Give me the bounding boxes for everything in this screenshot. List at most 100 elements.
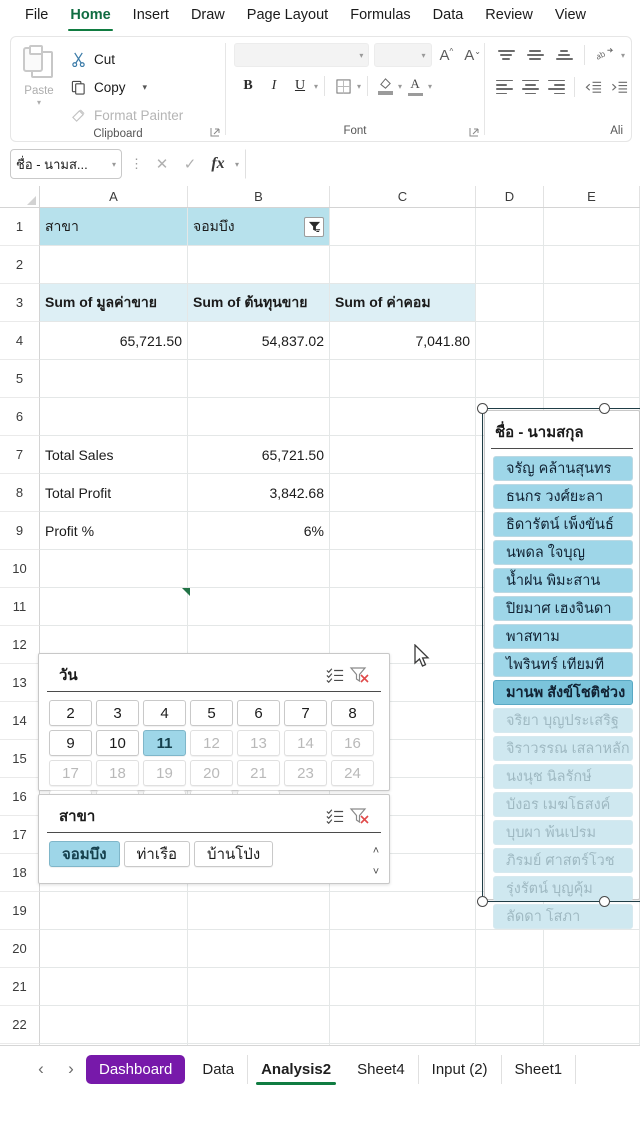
ribbon-tab-formulas[interactable]: Formulas xyxy=(350,7,411,23)
grid-cell[interactable] xyxy=(188,968,330,1006)
slicer-day-item[interactable]: 13 xyxy=(237,730,280,756)
row-header[interactable]: 2 xyxy=(0,246,40,284)
filter-dropdown-icon[interactable] xyxy=(304,216,324,237)
ribbon-tab-insert[interactable]: Insert xyxy=(132,7,169,23)
grid-cell[interactable]: 7,041.80 xyxy=(330,322,476,360)
clipboard-dialog-launcher[interactable] xyxy=(209,126,221,138)
grid-cell[interactable] xyxy=(330,892,476,930)
ribbon-tab-view[interactable]: View xyxy=(554,7,587,23)
ribbon-tab-file[interactable]: File xyxy=(25,7,49,23)
format-painter-button[interactable]: Format Painter xyxy=(67,103,183,128)
grid-cell[interactable] xyxy=(330,778,476,816)
row-header[interactable]: 6 xyxy=(0,398,40,436)
row-header[interactable]: 5 xyxy=(0,360,40,398)
slicer-day[interactable]: วัน 234567891011121314161718192021232425… xyxy=(38,653,390,816)
column-header-c[interactable]: C xyxy=(330,186,476,207)
slicer-branch-item[interactable]: บ้านโป่ง xyxy=(194,841,274,867)
grid-cell[interactable] xyxy=(476,284,544,322)
chevron-down-icon[interactable]: ▾ xyxy=(36,98,41,107)
column-header-e[interactable]: E xyxy=(544,186,640,207)
insert-function-button[interactable]: fx xyxy=(211,155,225,172)
grid-cell[interactable] xyxy=(330,664,476,702)
prev-sheet-button[interactable]: ‹ xyxy=(38,1059,44,1078)
grid-cell[interactable] xyxy=(330,626,476,664)
grid-cell[interactable] xyxy=(476,930,544,968)
row-header[interactable]: 10 xyxy=(0,550,40,588)
align-center-button[interactable] xyxy=(519,75,542,99)
formula-bar-expand-chevron-icon[interactable]: ▾ xyxy=(235,159,240,169)
grid-cell[interactable] xyxy=(330,436,476,474)
grid-cell[interactable]: 54,837.02 xyxy=(188,322,330,360)
row-header[interactable]: 21 xyxy=(0,968,40,1006)
resize-handle-top-left[interactable] xyxy=(477,403,488,414)
column-header-d[interactable]: D xyxy=(476,186,544,207)
slicer-day-item[interactable]: 3 xyxy=(96,700,139,726)
grid-cell[interactable] xyxy=(188,246,330,284)
slicer-name-item[interactable]: พาสทาม xyxy=(493,624,633,649)
align-left-button[interactable] xyxy=(493,75,516,99)
slicer-branch-item[interactable]: จอมบึง xyxy=(49,841,120,867)
slicer-day-item[interactable]: 24 xyxy=(331,760,374,786)
grid-cell[interactable] xyxy=(476,1006,544,1044)
orientation-chevron-down-icon[interactable]: ▾ xyxy=(621,50,626,60)
row-header[interactable]: 18 xyxy=(0,854,40,892)
slicer-day-item[interactable]: 14 xyxy=(284,730,327,756)
multi-select-icon[interactable] xyxy=(323,805,347,827)
slicer-day-item[interactable]: 4 xyxy=(143,700,186,726)
bold-button[interactable]: B xyxy=(243,78,253,93)
formula-input[interactable] xyxy=(245,149,630,179)
slicer-day-item[interactable]: 23 xyxy=(284,760,327,786)
grid-cell[interactable] xyxy=(476,360,544,398)
grid-cell[interactable]: Sum of ต้นทุนขาย xyxy=(188,284,330,322)
slicer-branch[interactable]: สาขา จอมบึง ท่าเรือ บ้านโป่ง ˄ ˅ xyxy=(38,794,390,884)
slicer-name-item[interactable]: ไพรินทร์ เทียมที xyxy=(493,652,633,677)
grid-cell[interactable]: Sum of ค่าคอม xyxy=(330,284,476,322)
row-header[interactable]: 3 xyxy=(0,284,40,322)
grid-cell[interactable]: จอมบึง xyxy=(188,208,330,246)
orientation-button[interactable]: ab xyxy=(592,43,618,67)
grid-cell[interactable] xyxy=(330,740,476,778)
grid-cell[interactable] xyxy=(476,1044,544,1045)
enter-formula-button[interactable]: ✓ xyxy=(183,156,197,173)
slicer-day-item[interactable]: 17 xyxy=(49,760,92,786)
grid-cell[interactable] xyxy=(544,968,640,1006)
column-header-b[interactable]: B xyxy=(188,186,330,207)
grid-cell[interactable] xyxy=(544,322,640,360)
grid-cell[interactable]: Total Profit xyxy=(40,474,188,512)
row-header[interactable]: 8 xyxy=(0,474,40,512)
slicer-name-item[interactable]: ลัดดา โสภา xyxy=(493,904,633,929)
grid-cell[interactable] xyxy=(330,588,476,626)
slicer-day-item[interactable]: 11 xyxy=(143,730,186,756)
grid-cell[interactable] xyxy=(188,1044,330,1045)
font-color-chevron-down-icon[interactable]: ▾ xyxy=(428,81,433,91)
slicer-day-item[interactable]: 21 xyxy=(237,760,280,786)
grid-cell[interactable] xyxy=(544,1006,640,1044)
font-name-input[interactable]: ▾ xyxy=(234,43,370,67)
grid-cell[interactable] xyxy=(330,816,476,854)
slicer-name-item[interactable]: บังอร เมฆโธสงค์ xyxy=(493,792,633,817)
row-header[interactable]: 20 xyxy=(0,930,40,968)
row-header[interactable]: 11 xyxy=(0,588,40,626)
next-sheet-button[interactable]: › xyxy=(68,1059,74,1078)
grid-cell[interactable] xyxy=(544,284,640,322)
grid-cell[interactable] xyxy=(330,474,476,512)
grid-cell[interactable] xyxy=(40,360,188,398)
slicer-names[interactable]: ชื่อ - นามสกุล จรัญ คล้านสุนทร ธนกร วงศ์ย… xyxy=(484,410,640,929)
grid-cell[interactable] xyxy=(188,360,330,398)
grid-cell[interactable] xyxy=(330,246,476,284)
align-top-button[interactable] xyxy=(493,43,519,67)
row-header[interactable]: 23 xyxy=(0,1044,40,1045)
font-dialog-launcher[interactable] xyxy=(468,126,480,138)
grid-cell[interactable] xyxy=(40,398,188,436)
grid-cell[interactable] xyxy=(188,550,330,588)
grid-cell[interactable] xyxy=(544,208,640,246)
grid-cell[interactable] xyxy=(40,246,188,284)
grid-cell[interactable] xyxy=(40,1006,188,1044)
row-header[interactable]: 7 xyxy=(0,436,40,474)
grid-cell[interactable] xyxy=(476,208,544,246)
paste-button[interactable]: Paste ▾ xyxy=(11,43,67,107)
slicer-day-item[interactable]: 6 xyxy=(237,700,280,726)
grid-cell[interactable] xyxy=(188,892,330,930)
slicer-day-item[interactable]: 16 xyxy=(331,730,374,756)
grid-cell[interactable]: 6% xyxy=(188,512,330,550)
